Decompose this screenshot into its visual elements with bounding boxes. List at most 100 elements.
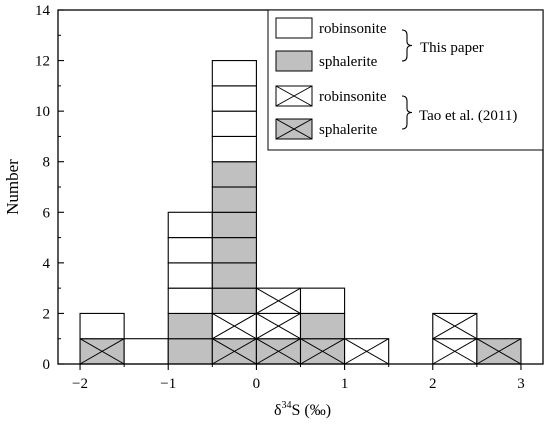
- bar-cell-rect: [211, 262, 257, 289]
- bar-cell-rect: [123, 338, 169, 365]
- bar-cell-rect: [167, 237, 213, 264]
- legend-swatch-robinsonite-this-paper: [275, 17, 313, 39]
- bar-cell: [211, 312, 257, 340]
- bar-cell: [211, 262, 257, 289]
- bar-cell: [167, 211, 213, 239]
- legend-frame: [267, 9, 544, 151]
- bar-cell: [211, 338, 257, 365]
- bar-cell-cross: [256, 338, 301, 365]
- x-tick-label: −2: [72, 376, 88, 392]
- x-axis-label-superscript: 34: [281, 400, 291, 411]
- bar-cell-cross: [256, 312, 301, 340]
- legend-swatch-cross: [275, 85, 313, 107]
- legend: robinsonite sphalerite robinsonite sphal…: [267, 9, 544, 151]
- y-tick-label: 4: [43, 256, 51, 272]
- bars-layer: [79, 60, 522, 365]
- bar-cell-cross: [300, 338, 345, 365]
- legend-label-robinsonite-this-paper: robinsonite: [319, 21, 387, 37]
- bar-cell: [167, 262, 213, 289]
- bar-cell: [211, 60, 257, 87]
- bar-cell: [255, 312, 302, 340]
- bar-cell-rect: [211, 211, 257, 239]
- bar-cell: [299, 312, 346, 340]
- bar-cell-rect: [167, 211, 213, 239]
- bar-cell: [211, 85, 257, 112]
- x-tick-label: −1: [160, 376, 176, 392]
- bar-cell-cross: [256, 287, 301, 314]
- legend-label-robinsonite-tao: robinsonite: [319, 89, 387, 105]
- bar-cell-rect: [299, 287, 346, 314]
- bar-cell-cross: [432, 312, 478, 340]
- y-tick-label: 6: [43, 205, 51, 221]
- bar-cell-rect: [79, 312, 125, 340]
- bar-cell: [344, 338, 390, 365]
- y-tick-label: 10: [35, 104, 50, 120]
- bar-cell: [211, 110, 257, 137]
- bar-cell-rect: [211, 237, 257, 264]
- bar-cell-cross: [476, 338, 522, 365]
- bar-cell: [432, 338, 478, 365]
- bar-cell: [299, 338, 346, 365]
- bar-cell: [211, 161, 257, 188]
- bar-cell: [167, 237, 213, 264]
- x-axis-label-delta: δ: [274, 402, 282, 419]
- legend-swatch-sphalerite-this-paper: [275, 50, 313, 72]
- bar-cell: [211, 135, 257, 163]
- bar-cell: [123, 338, 169, 365]
- bar-cell-rect: [211, 135, 257, 163]
- legend-swatch-sphalerite-tao: [275, 118, 313, 140]
- bar-cell-rect: [167, 312, 213, 340]
- bar-cell: [79, 338, 125, 365]
- bar-cell: [167, 287, 213, 314]
- bar-cell: [211, 237, 257, 264]
- bar-cell-cross: [212, 338, 257, 365]
- x-axis-label: δ34S (‰): [274, 400, 331, 419]
- y-tick-label: 12: [35, 54, 50, 70]
- bar-cell: [255, 338, 302, 365]
- y-tick-label: 8: [43, 155, 51, 171]
- bar-cell: [79, 312, 125, 340]
- bar-cell-rect: [167, 262, 213, 289]
- bar-cell-rect: [167, 338, 213, 365]
- bar-cell-rect: [211, 60, 257, 87]
- bar-cell: [476, 338, 522, 365]
- legend-brace-this-paper: [401, 29, 413, 62]
- x-axis-label-rest: S (‰): [291, 402, 331, 419]
- x-tick-label: 2: [429, 376, 437, 392]
- bar-cell-cross: [344, 338, 389, 365]
- bar-cell: [211, 211, 257, 239]
- x-tick-label: 1: [341, 376, 349, 392]
- legend-swatch-cross: [275, 118, 313, 140]
- bar-cell-cross: [432, 338, 478, 365]
- legend-group-this-paper: This paper: [420, 40, 484, 56]
- y-axis-label: Number: [3, 159, 22, 215]
- legend-label-sphalerite-this-paper: sphalerite: [319, 54, 378, 70]
- bar-cell: [211, 186, 257, 213]
- bar-cell-rect: [167, 287, 213, 314]
- legend-brace-tao: [401, 95, 413, 130]
- bar-cell: [167, 338, 213, 365]
- bar-cell-rect: [211, 110, 257, 137]
- bar-cell: [299, 287, 346, 314]
- bar-cell-rect: [211, 186, 257, 213]
- x-tick-label: 0: [253, 376, 261, 392]
- bar-cell-cross: [79, 338, 125, 365]
- bar-cell-cross: [212, 312, 257, 340]
- y-tick-label: 14: [35, 3, 51, 19]
- bar-cell: [211, 287, 257, 314]
- bar-cell: [167, 312, 213, 340]
- bar-cell-rect: [211, 287, 257, 314]
- bar-cell: [255, 287, 302, 314]
- legend-label-sphalerite-tao: sphalerite: [319, 122, 378, 138]
- bar-cell-rect: [299, 312, 346, 340]
- legend-group-tao: Tao et al. (2011): [419, 108, 517, 124]
- bar-cell-rect: [211, 161, 257, 188]
- x-tick-label: 3: [517, 376, 525, 392]
- legend-swatch-robinsonite-tao: [275, 85, 313, 107]
- y-tick-label: 0: [43, 357, 51, 373]
- bar-cell: [432, 312, 478, 340]
- y-tick-label: 2: [43, 306, 51, 322]
- bar-cell-rect: [211, 85, 257, 112]
